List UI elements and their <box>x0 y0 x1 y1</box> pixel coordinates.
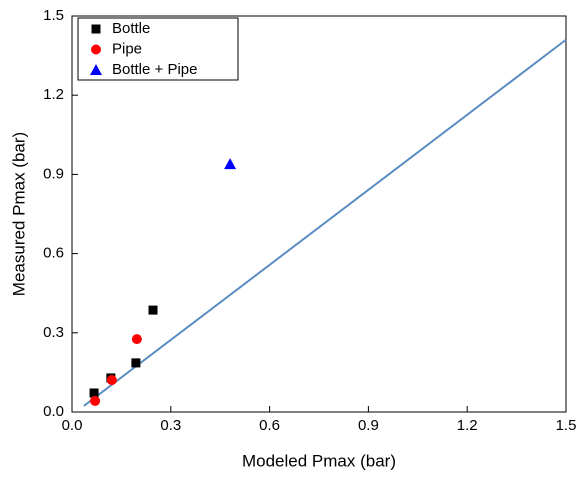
marker <box>131 334 142 345</box>
y-tick-label: 1.5 <box>43 7 64 24</box>
marker <box>106 375 117 386</box>
marker <box>224 158 237 170</box>
plot-frame <box>71 15 567 413</box>
y-tick-label: 0.0 <box>43 403 64 420</box>
legend-marker <box>91 44 101 55</box>
x-tick-label: 0.9 <box>358 417 379 434</box>
x-tick-label: 0.0 <box>62 417 83 434</box>
y-tick-label: 0.6 <box>43 245 64 262</box>
legend-marker <box>90 64 102 75</box>
marker <box>89 388 99 398</box>
legend-box <box>77 17 239 81</box>
y-tick-label: 0.3 <box>43 324 64 341</box>
legend-label: Bottle <box>112 20 150 37</box>
x-tick-label: 1.2 <box>457 417 478 434</box>
legend-marker <box>91 24 101 34</box>
y-tick-label: 0.9 <box>43 165 64 182</box>
y-tick-label: 1.2 <box>43 86 64 103</box>
marker <box>131 358 141 368</box>
fit-line <box>83 38 567 407</box>
legend-label: Bottle + Pipe <box>112 61 197 78</box>
x-axis-label: Modeled Pmax (bar) <box>242 451 396 470</box>
legend-label: Pipe <box>112 40 142 57</box>
x-tick-label: 0.6 <box>259 417 280 434</box>
x-tick-label: 1.5 <box>556 417 577 434</box>
marker <box>148 305 158 315</box>
y-axis-label: Measured Pmax (bar) <box>9 132 28 296</box>
x-tick-label: 0.3 <box>160 417 181 434</box>
marker <box>90 395 101 406</box>
